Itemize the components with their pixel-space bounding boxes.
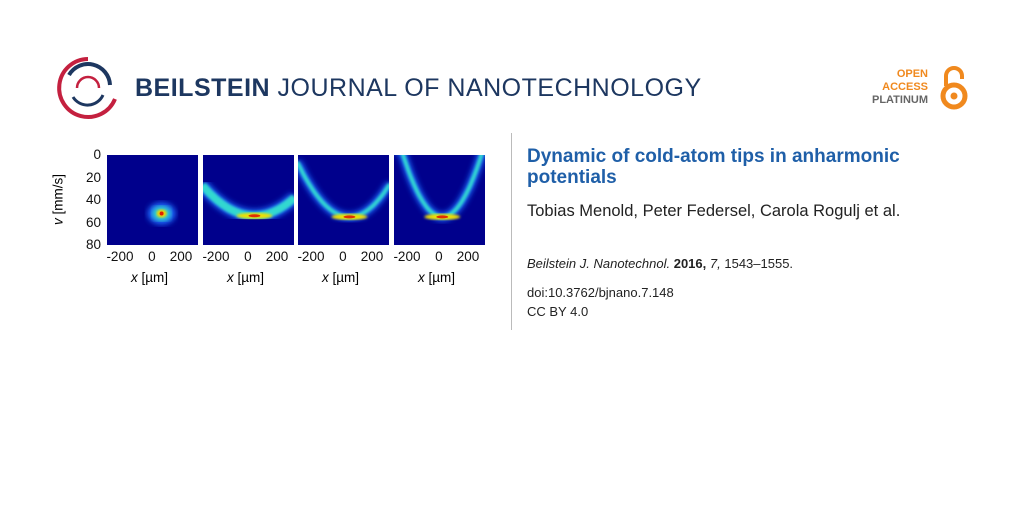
x-axis-label: x [µm] xyxy=(418,270,456,285)
license: CC BY 4.0 xyxy=(527,304,589,319)
journal-name-bold: BEILSTEIN xyxy=(135,74,271,102)
y-tick-label: 60 xyxy=(85,214,101,230)
x-tick-label: -200 xyxy=(106,249,134,264)
open-lock-icon xyxy=(940,66,968,110)
y-tick-label: 80 xyxy=(85,237,101,252)
citation-volume: 7, xyxy=(709,256,721,271)
x-tick-label: 0 xyxy=(148,249,156,264)
panel-background xyxy=(107,155,198,245)
x-tick-label: 0 xyxy=(435,249,443,264)
article-authors: Tobias Menold, Peter Federsel, Carola Ro… xyxy=(527,202,901,220)
divider xyxy=(511,133,512,330)
x-tick-label: 200 xyxy=(169,249,193,264)
x-tick-label: 200 xyxy=(360,249,384,264)
citation-pages: 1543–1555. xyxy=(724,256,794,271)
figure: v [mm/s] -200 0 200 x [µm] -200 0 200 x [µm] -20… xyxy=(0,0,510,300)
heatmap-panel-2 xyxy=(203,155,294,245)
heatmap-panels xyxy=(107,155,485,245)
oa-platinum: PLATINUM xyxy=(872,94,929,106)
open-access-badge: OPEN ACCESS PLATINUM xyxy=(872,68,928,107)
x-axis-label: x [µm] xyxy=(131,270,169,285)
heatmap-panel-3 xyxy=(298,155,389,245)
citation-journal: Beilstein J. Nanotechnol. xyxy=(527,256,671,271)
oa-access: ACCESS xyxy=(882,81,929,93)
citation: Beilstein J. Nanotechnol. 2016, 7, 1543–… xyxy=(527,256,793,271)
journal-name: BEILSTEIN JOURNAL OF NANOTECHNOLOGY xyxy=(135,74,702,103)
journal-name-rest: JOURNAL OF NANOTECHNOLOGY xyxy=(270,74,702,102)
x-axis-label: x [µm] xyxy=(227,270,265,285)
x-tick-label: 200 xyxy=(265,249,289,264)
x-tick-label: 0 xyxy=(339,249,347,264)
x-tick-label: -200 xyxy=(202,249,230,264)
y-tick-label: 0 xyxy=(93,147,101,162)
y-tick-label: 20 xyxy=(85,169,101,185)
heatmap-panel-1 xyxy=(107,155,198,245)
x-tick-label: -200 xyxy=(297,249,325,264)
x-tick-label: 0 xyxy=(244,249,252,264)
article-title[interactable]: Dynamic of cold-atom tips in anharmonic … xyxy=(527,146,900,188)
journal-logo xyxy=(57,57,117,119)
x-axis-label: x [µm] xyxy=(322,270,360,285)
citation-year: 2016, xyxy=(673,256,707,271)
heatmap-panel-4 xyxy=(394,155,485,245)
x-tick-label: -200 xyxy=(393,249,421,264)
oa-open: OPEN xyxy=(896,68,929,80)
doi-link[interactable]: doi:10.3762/bjnano.7.148 xyxy=(527,285,674,300)
x-tick-label: 200 xyxy=(456,249,480,264)
y-tick-label: 40 xyxy=(85,192,101,207)
